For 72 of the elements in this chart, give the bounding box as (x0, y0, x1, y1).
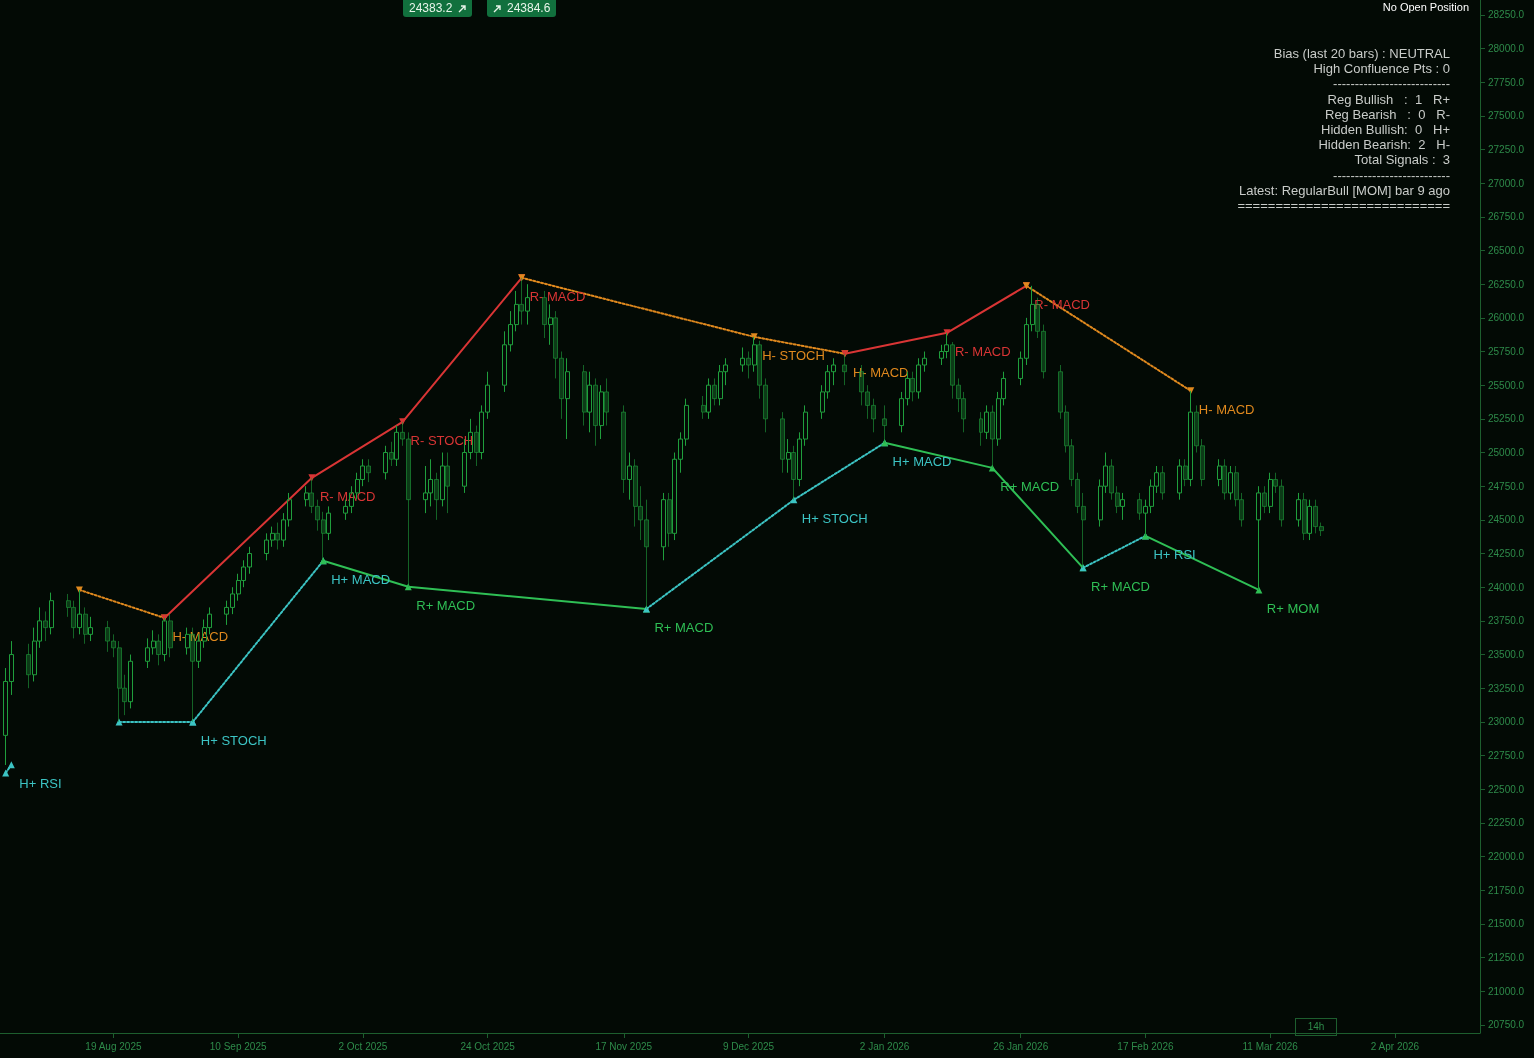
y-tick-label: 25750.0 (1488, 346, 1525, 358)
x-tick-label: 2 Jan 2026 (859, 1040, 910, 1052)
y-tick-label: 24500.0 (1488, 514, 1525, 526)
y-tick-label: 26500.0 (1488, 245, 1525, 257)
annotation: --------------------------- (1333, 76, 1450, 92)
x-tick-label: 17 Feb 2026 (1117, 1040, 1174, 1052)
x-tick-label: 24 Oct 2025 (460, 1040, 516, 1052)
annotation: R- MACD (1034, 296, 1090, 312)
annotation: H+ MACD (331, 571, 391, 587)
y-tick-label: 25500.0 (1488, 379, 1525, 391)
annotation: R- MACD (529, 288, 586, 304)
y-tick-label: 26250.0 (1488, 278, 1525, 290)
annotation: Reg Bullish : 1 R+ (1327, 91, 1450, 107)
annotation: Total Signals : 3 (1354, 152, 1450, 168)
y-tick-label: 26000.0 (1488, 312, 1525, 324)
annotation: ============================ (1237, 198, 1450, 214)
y-tick-label: 27750.0 (1488, 76, 1525, 88)
y-tick-label: 24750.0 (1488, 480, 1525, 492)
y-tick-label: 21250.0 (1488, 952, 1525, 964)
y-tick-label: 27000.0 (1488, 177, 1525, 189)
y-tick-label: 21500.0 (1488, 918, 1525, 930)
annotation: R+ MACD (654, 619, 714, 635)
y-tick-label: 22750.0 (1488, 750, 1525, 762)
y-tick-label: 25250.0 (1488, 413, 1525, 425)
x-tick-label: 19 Aug 2025 (85, 1040, 142, 1052)
y-tick-label: 24250.0 (1488, 548, 1525, 560)
x-tick-label: 10 Sep 2025 (209, 1040, 267, 1052)
x-tick-label: 9 Dec 2025 (722, 1040, 775, 1052)
x-tick-label: 2 Apr 2026 (1370, 1040, 1420, 1052)
y-tick-label: 27250.0 (1488, 144, 1525, 155)
annotation: H+ RSI (19, 775, 62, 791)
annotation: H+ STOCH (801, 510, 868, 526)
annotation: R+ MACD (1091, 578, 1150, 594)
annotation: H- MACD (1198, 401, 1255, 417)
x-tick-label: 17 Nov 2025 (595, 1040, 653, 1052)
annotation: No Open Position (1382, 1, 1469, 13)
annotation: H+ MACD (892, 453, 952, 469)
annotation: --------------------------- (1333, 167, 1450, 183)
y-tick-label: 26750.0 (1488, 211, 1525, 223)
y-tick-label: 28000.0 (1488, 42, 1525, 54)
annotation: High Confluence Pts : 0 (1313, 61, 1450, 77)
annotation: 14h (1295, 1018, 1337, 1036)
y-tick-label: 20750.0 (1488, 1019, 1525, 1031)
y-tick-label: 21000.0 (1488, 985, 1525, 997)
annotation: 24384.6 (507, 0, 551, 17)
y-tick-label: 23000.0 (1488, 716, 1525, 728)
annotation: Latest: RegularBull [MOM] bar 9 ago (1239, 182, 1450, 198)
y-tick-label: 24000.0 (1488, 581, 1525, 593)
y-tick-label: 23500.0 (1488, 649, 1525, 661)
x-tick-label: 26 Jan 2026 (993, 1040, 1049, 1052)
annotation: Hidden Bullish: 0 H+ (1321, 122, 1450, 138)
y-tick-label: 22250.0 (1488, 817, 1525, 829)
annotation: R+ MOM (1266, 600, 1320, 616)
y-tick-label: 27500.0 (1488, 110, 1525, 122)
y-tick-label: 22500.0 (1488, 783, 1525, 795)
y-tick-label: 25000.0 (1488, 447, 1525, 459)
annotation: Reg Bearish : 0 R- (1325, 106, 1450, 122)
annotation: Hidden Bearish: 2 H- (1318, 137, 1450, 153)
annotation: H+ STOCH (200, 732, 267, 748)
annotation: 24383.2 (409, 0, 453, 17)
y-tick-label: 23750.0 (1488, 615, 1525, 627)
annotation: Bias (last 20 bars) : NEUTRAL (1273, 46, 1450, 61)
y-tick-label: 28250.0 (1488, 9, 1525, 21)
y-tick-label: 23250.0 (1488, 682, 1525, 694)
x-tick-label: 11 Mar 2026 (1242, 1040, 1299, 1052)
x-tick-label: 2 Oct 2025 (338, 1040, 388, 1052)
y-tick-label: 21750.0 (1488, 884, 1525, 896)
y-tick-label: 22000.0 (1488, 851, 1525, 863)
annotation: H- MACD (852, 364, 909, 380)
annotation: R- MACD (954, 343, 1011, 359)
annotation: R+ MACD (416, 597, 476, 613)
annotation: H- STOCH (762, 347, 825, 363)
